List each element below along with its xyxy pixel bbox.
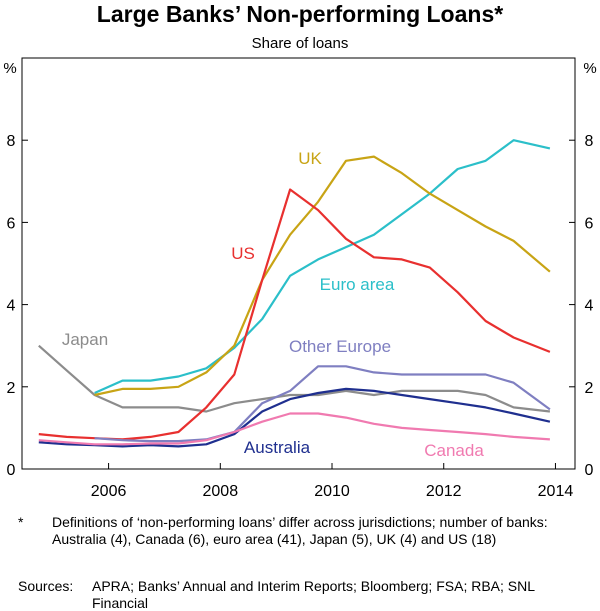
x-tick-label: 2014 <box>538 483 574 500</box>
y2-tick-label: 4 <box>585 298 594 315</box>
chart-title: Large Banks’ Non-performing Loans* <box>97 1 503 27</box>
y-tick-label: 2 <box>7 380 16 397</box>
y-tick-label: 8 <box>7 133 16 150</box>
y-unit: % <box>3 60 16 77</box>
series-line <box>38 188 551 441</box>
y2-unit: % <box>583 60 596 77</box>
x-tick-label: 2010 <box>314 483 350 500</box>
chart-subtitle: Share of loans <box>252 35 349 52</box>
y2-tick-label: 8 <box>585 133 594 150</box>
series-label: UK <box>298 149 322 168</box>
x-tick-label: 2008 <box>203 483 239 500</box>
series-label: Australia <box>244 438 311 457</box>
series-line <box>38 387 551 448</box>
y-tick-label: 6 <box>7 215 16 232</box>
footnote-marker: * <box>18 514 24 530</box>
series-line <box>94 139 551 395</box>
series-label: Other Europe <box>289 337 391 356</box>
series-label: US <box>231 244 255 263</box>
series-label: Euro area <box>320 275 395 294</box>
y2-tick-label: 2 <box>585 380 594 397</box>
y-tick-label: 4 <box>7 298 16 315</box>
plot-frame <box>21 57 576 470</box>
x-tick-label: 2012 <box>426 483 462 500</box>
series-line <box>38 344 551 413</box>
x-tick-label: 2006 <box>91 483 127 500</box>
y2-tick-label: 6 <box>585 215 594 232</box>
y2-tick-label: 0 <box>585 462 594 479</box>
chart: Large Banks’ Non-performing Loans* Share… <box>3 1 596 500</box>
sources-label: Sources: <box>18 578 74 594</box>
series-label: Japan <box>62 330 108 349</box>
series-line <box>94 365 551 443</box>
series-line <box>94 155 551 397</box>
series-label: Canada <box>424 441 484 460</box>
sources: APRA; Banks’ Annual and Interim Reports;… <box>92 578 535 611</box>
footnote: Definitions of ‘non-performing loans’ di… <box>52 514 548 547</box>
y-tick-label: 0 <box>7 462 16 479</box>
series-line <box>38 412 550 446</box>
